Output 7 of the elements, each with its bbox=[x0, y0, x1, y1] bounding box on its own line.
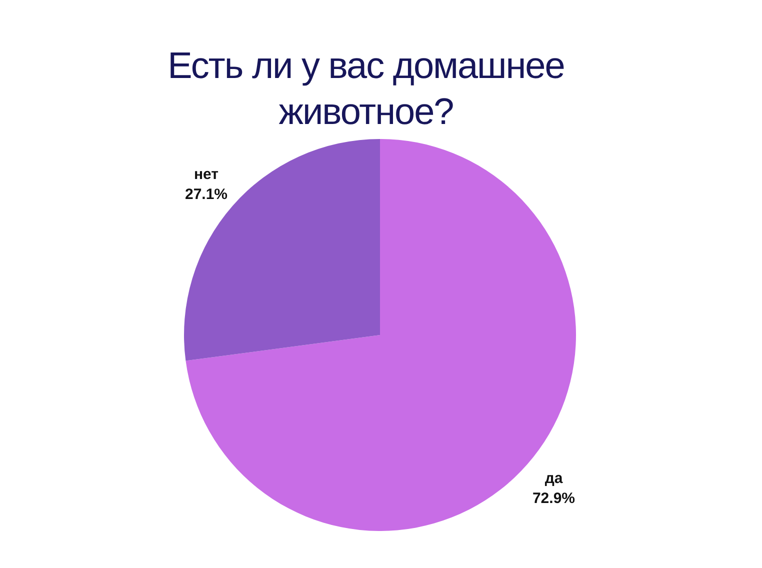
pie-slice bbox=[186, 139, 576, 531]
pie-slice bbox=[184, 139, 380, 361]
slice-label: да bbox=[544, 470, 564, 488]
slice-label: нет bbox=[194, 166, 219, 183]
chart-title: Есть ли у вас домашнее животное? bbox=[168, 45, 564, 132]
data-label: 72.9% bbox=[532, 490, 576, 508]
data-label: 27.1% bbox=[184, 186, 228, 203]
